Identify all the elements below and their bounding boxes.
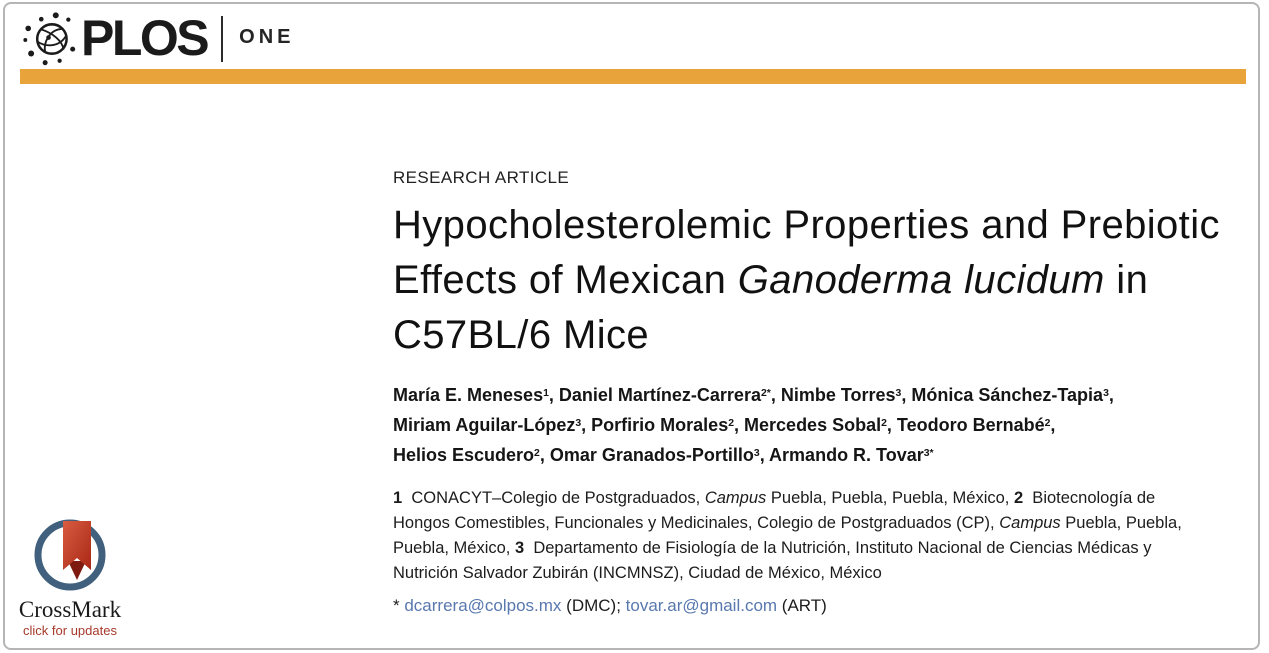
text-segment: in C57BL/6 Mice <box>393 258 1149 357</box>
text-segment: Hypocholesterolemic Properties and Prebi… <box>393 203 1220 302</box>
text-segment: Campus <box>704 489 767 507</box>
text-segment: , Mercedes Sobal2 <box>734 415 887 435</box>
accent-bar <box>20 69 1246 84</box>
text-segment: 2 <box>1013 489 1024 507</box>
text-segment: , Miriam Aguilar-López3 <box>393 385 1114 435</box>
article-type-label: RESEARCH ARTICLE <box>393 168 570 187</box>
text-segment: , Armando R. Tovar3* <box>759 445 934 465</box>
text-segment: Departamento de Fisiología de la Nutrici… <box>393 539 1152 582</box>
text-segment: 1 <box>393 489 403 507</box>
text-segment: , Nimbe Torres3 <box>770 385 902 405</box>
correspondence-line: * dcarrera@colpos.mx (DMC); tovar.ar@gma… <box>393 596 1253 616</box>
text-segment: , Porfirio Morales2 <box>581 415 735 435</box>
plos-globe-icon <box>23 12 76 66</box>
text-segment: Ganoderma lucidum <box>737 258 1105 302</box>
text-segment: Puebla, Puebla, Puebla, México, <box>766 489 1014 507</box>
one-wordmark: ONE <box>239 26 295 48</box>
text-segment: , Mónica Sánchez-Tapia3 <box>901 385 1109 405</box>
logo-divider <box>221 16 224 62</box>
text-segment: 3 <box>514 539 525 557</box>
plos-wordmark: PLOS <box>81 10 210 66</box>
email-link[interactable]: dcarrera@colpos.mx <box>404 596 562 615</box>
crossmark-subtitle: click for updates <box>23 623 117 639</box>
crossmark-title: CrossMark <box>18 597 122 622</box>
text-segment: , Daniel Martínez-Carrera2* <box>548 385 771 405</box>
text-segment: * <box>393 596 405 615</box>
text-segment: María E. Meneses1 <box>393 385 549 405</box>
crossmark-badge[interactable]: CrossMark click for updates <box>14 512 126 637</box>
affiliation-list: 1 CONACYT–Colegio de Postgraduados, Camp… <box>393 486 1253 586</box>
text-segment: CONACYT–Colegio de Postgraduados, <box>402 489 705 507</box>
author-list: María E. Meneses1, Daniel Martínez-Carre… <box>393 382 1253 472</box>
text-segment: (DMC); <box>561 596 626 615</box>
text-segment: Puebla, Puebla, Puebla, México, <box>393 514 1182 557</box>
email-link[interactable]: tovar.ar@gmail.com <box>625 596 778 615</box>
text-segment: (ART) <box>777 596 827 615</box>
article-title: Hypocholesterolemic Properties and Prebi… <box>393 198 1253 363</box>
text-segment: Biotecnología de Hongos Comestibles, Fun… <box>393 489 1156 532</box>
plos-one-logo: PLOS ONE <box>20 10 294 68</box>
text-segment: , Helios Escudero2 <box>393 415 1056 465</box>
crossmark-ribbon-badge-icon <box>34 519 106 591</box>
text-segment: , Teodoro Bernabé2 <box>886 415 1051 435</box>
text-segment: Campus <box>999 514 1061 532</box>
text-segment: , Omar Granados-Portillo3 <box>539 445 760 465</box>
